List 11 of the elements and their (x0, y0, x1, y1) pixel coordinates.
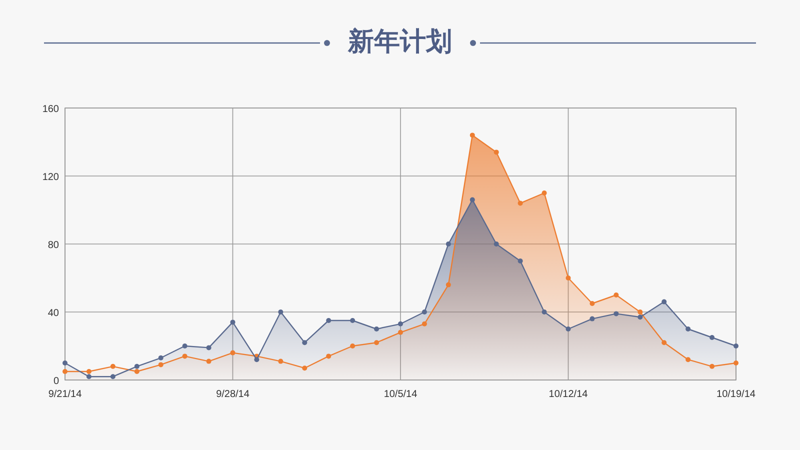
x-tick-label: 10/5/14 (384, 389, 418, 400)
x-tick-label: 10/19/14 (716, 389, 756, 400)
y-tick-label: 40 (48, 308, 60, 319)
y-tick-label: 0 (53, 376, 60, 387)
y-tick-label: 120 (42, 172, 60, 183)
y-tick-label: 160 (42, 104, 60, 115)
chart-title: 新年计划 (347, 26, 452, 56)
y-tick-label: 80 (48, 240, 60, 251)
x-tick-label: 9/21/14 (48, 389, 82, 400)
x-tick-label: 9/28/14 (216, 389, 250, 400)
x-tick-label: 10/12/14 (548, 389, 588, 400)
